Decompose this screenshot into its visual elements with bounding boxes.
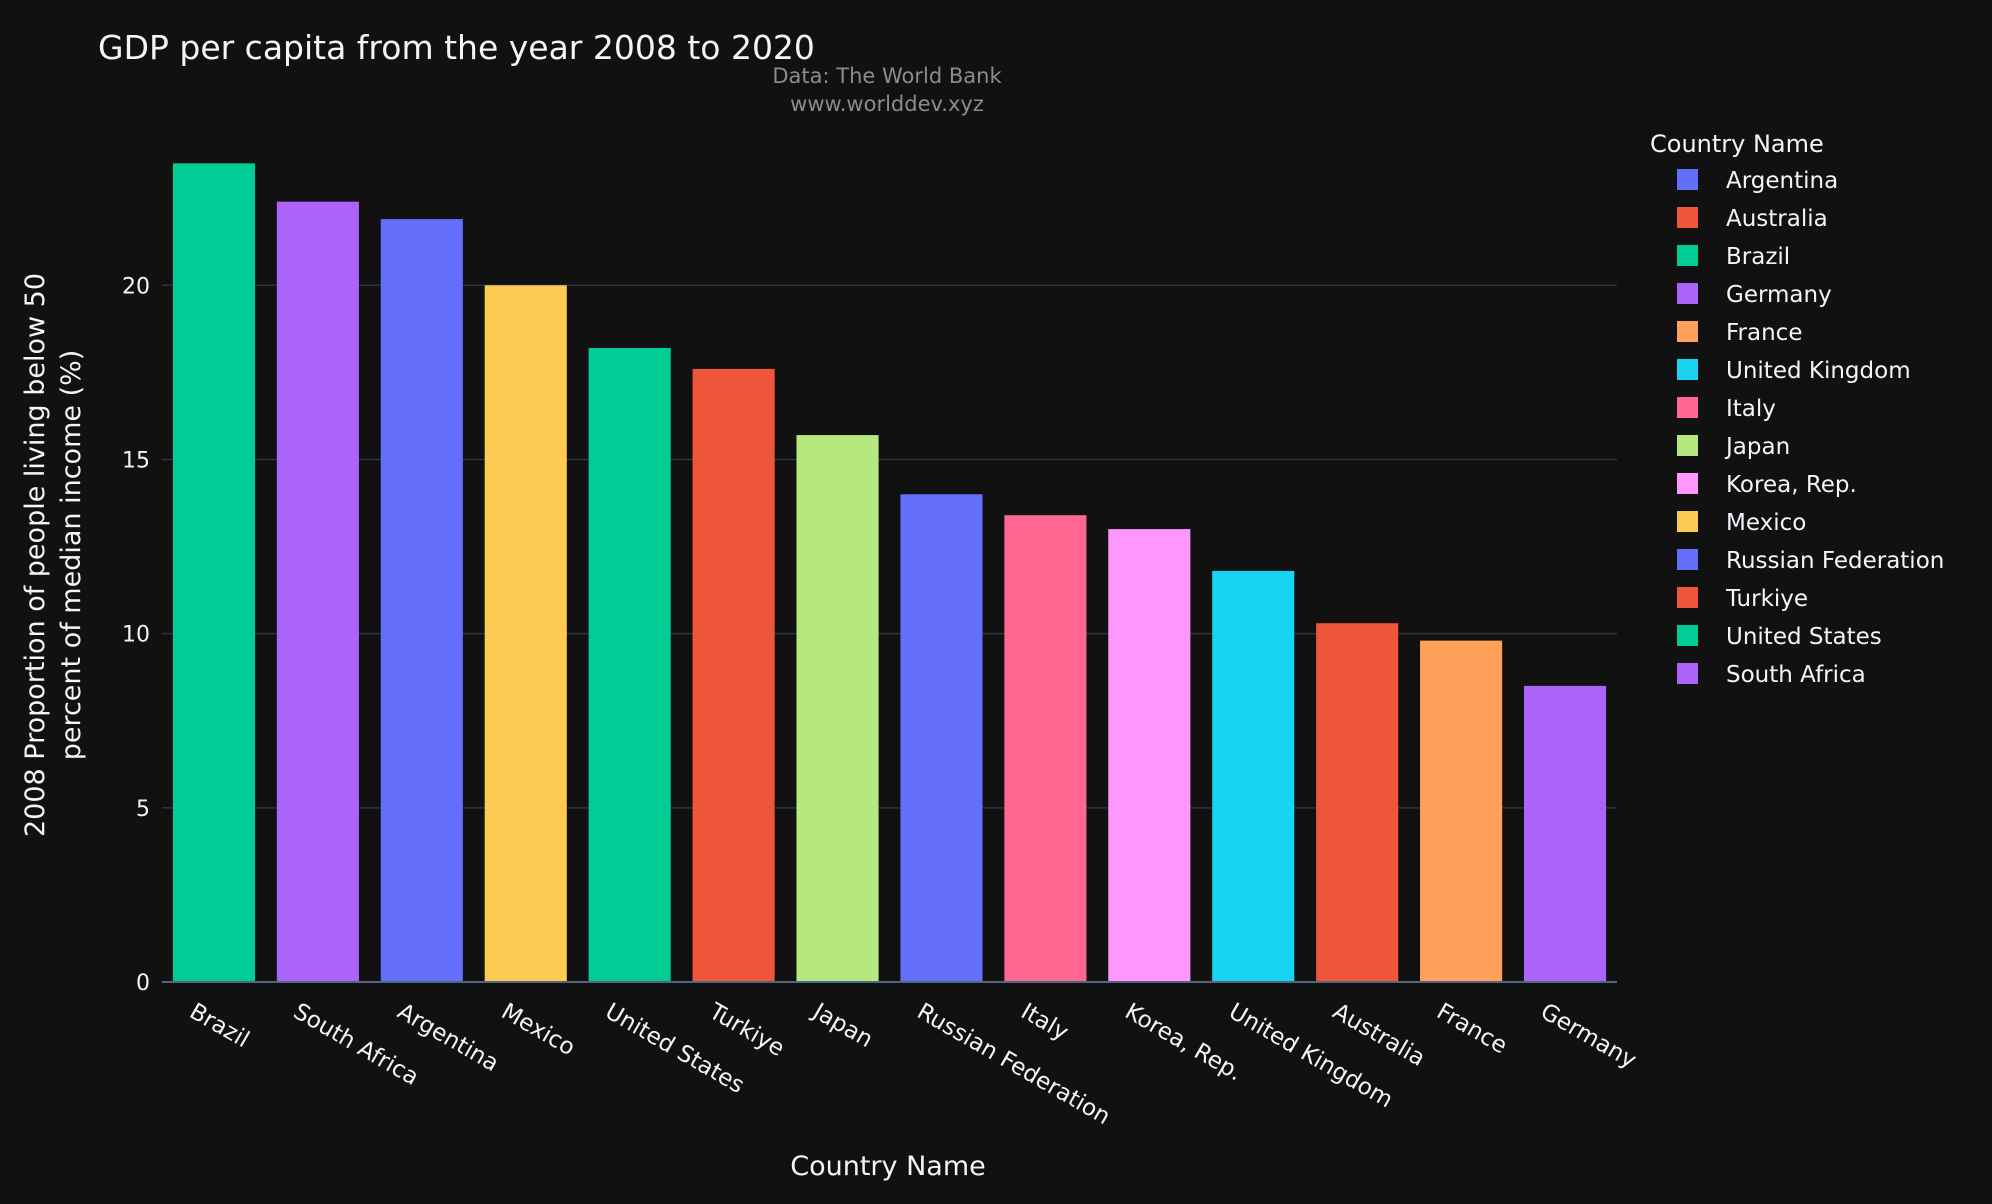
legend-swatch — [1677, 283, 1698, 304]
bar-russian-federation[interactable] — [900, 494, 983, 982]
legend-item[interactable]: France — [1677, 320, 1802, 346]
legend-swatch — [1677, 473, 1698, 494]
x-axis-label: Country Name — [790, 1151, 986, 1182]
y-tick-label: 5 — [136, 797, 150, 822]
legend-label: Italy — [1726, 396, 1776, 422]
legend-item[interactable]: United States — [1677, 624, 1882, 650]
y-axis-label-line-1: 2008 Proportion of people living below 5… — [20, 273, 51, 837]
x-tick-label: Mexico — [497, 999, 580, 1062]
y-tick-label: 20 — [122, 274, 150, 299]
bar-brazil[interactable] — [172, 163, 256, 982]
legend-item[interactable]: Argentina — [1677, 168, 1838, 194]
legend-label: Mexico — [1726, 510, 1806, 536]
bar-germany[interactable] — [1523, 685, 1607, 982]
legend-swatch — [1677, 549, 1698, 570]
legend-label: Australia — [1726, 206, 1828, 232]
y-axis-label: 2008 Proportion of people living below 5… — [20, 273, 87, 837]
legend-item[interactable]: Turkiye — [1677, 586, 1808, 612]
legend-label: United States — [1726, 624, 1882, 650]
x-tick-label: Russian Federation — [912, 999, 1114, 1131]
legend-item[interactable]: Russian Federation — [1677, 548, 1944, 574]
bar-italy[interactable] — [1004, 515, 1087, 982]
legend-item[interactable]: Australia — [1677, 206, 1828, 232]
bar-united-states[interactable] — [588, 347, 671, 982]
chart-subtitle-source: Data: The World Bank — [772, 64, 1002, 88]
x-tick-label: Japan — [807, 998, 877, 1054]
legend-item[interactable]: Brazil — [1677, 244, 1790, 270]
bar-south-africa[interactable] — [276, 201, 359, 983]
bar-korea-rep[interactable] — [1108, 529, 1191, 982]
x-tick-label: Brazil — [185, 999, 254, 1054]
legend-item[interactable]: Italy — [1677, 396, 1776, 422]
legend-label: Turkiye — [1725, 586, 1808, 612]
legend-item[interactable]: Korea, Rep. — [1677, 472, 1857, 498]
legend-item[interactable]: South Africa — [1677, 662, 1866, 688]
legend-swatch — [1677, 625, 1698, 646]
bar-japan[interactable] — [796, 435, 879, 983]
bar-australia[interactable] — [1316, 623, 1399, 982]
bar-france[interactable] — [1420, 640, 1503, 982]
legend-title: Country Name — [1650, 130, 1824, 158]
legend-item[interactable]: Japan — [1677, 434, 1790, 460]
legend-swatch — [1677, 359, 1698, 380]
legend-label: Argentina — [1726, 168, 1838, 194]
legend-label: Korea, Rep. — [1726, 472, 1857, 498]
legend-label: South Africa — [1726, 662, 1866, 688]
legend-label: Germany — [1726, 282, 1832, 308]
x-tick-label: Turkiye — [704, 998, 789, 1062]
x-tick-label: Korea, Rep. — [1120, 999, 1246, 1087]
legend-item[interactable]: Germany — [1677, 282, 1832, 308]
legend-swatch — [1677, 511, 1698, 532]
legend-swatch — [1677, 321, 1698, 342]
legend-swatch — [1677, 587, 1698, 608]
bar-united-kingdom[interactable] — [1212, 570, 1295, 982]
legend-label: United Kingdom — [1726, 358, 1911, 384]
legend-label: Brazil — [1726, 244, 1790, 270]
y-tick-label: 10 — [122, 623, 150, 648]
legend-swatch — [1677, 435, 1698, 456]
legend-swatch — [1677, 245, 1698, 266]
grid-lines — [162, 284, 1617, 809]
y-axis-ticks: 0 5 10 15 20 — [122, 274, 150, 996]
legend-item[interactable]: United Kingdom — [1677, 358, 1911, 384]
legend-swatch — [1677, 663, 1698, 684]
x-tick-label: France — [1432, 999, 1511, 1060]
legend: Argentina Australia Brazil Germany France Uni… — [1677, 168, 1944, 688]
y-axis-label-line-2: percent of median income (%) — [56, 350, 87, 761]
x-tick-label: Italy — [1016, 999, 1072, 1046]
bars — [172, 163, 1607, 983]
chart-title: GDP per capita from the year 2008 to 202… — [98, 28, 815, 67]
legend-swatch — [1677, 397, 1698, 418]
legend-swatch — [1677, 169, 1698, 190]
chart-subtitle-url: www.worlddev.xyz — [790, 92, 984, 116]
y-tick-label: 0 — [136, 971, 150, 996]
legend-item[interactable]: Mexico — [1677, 510, 1806, 536]
legend-label: France — [1726, 320, 1802, 346]
legend-label: Russian Federation — [1726, 548, 1944, 574]
legend-label: Japan — [1724, 434, 1790, 460]
bar-turkiye[interactable] — [692, 368, 775, 982]
y-tick-label: 15 — [122, 448, 150, 473]
bar-mexico[interactable] — [484, 285, 567, 982]
x-tick-label: Germany — [1536, 999, 1641, 1074]
bar-argentina[interactable] — [380, 219, 463, 983]
legend-swatch — [1677, 207, 1698, 228]
